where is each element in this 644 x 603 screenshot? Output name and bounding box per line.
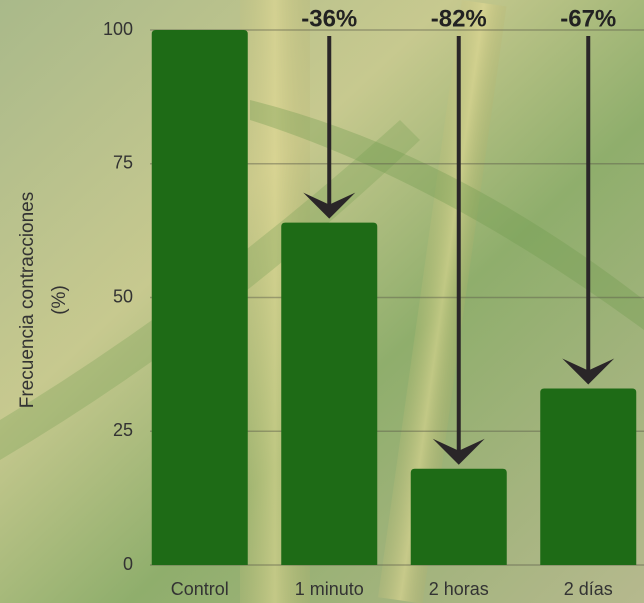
- annotation: -36%: [301, 5, 357, 32]
- y-tick-label: 50: [113, 286, 133, 306]
- bar: [540, 388, 637, 565]
- x-tick-label: 2 días: [564, 579, 613, 599]
- background-leaf: [250, 100, 644, 330]
- x-tick-label: 2 horas: [429, 579, 489, 599]
- bar: [410, 468, 507, 565]
- y-tick-label: 25: [113, 420, 133, 440]
- bar: [151, 30, 248, 565]
- y-tick-label: 100: [103, 19, 133, 39]
- annotation: -67%: [560, 5, 616, 32]
- annotation: -82%: [431, 5, 487, 32]
- background-stalk: [378, 0, 507, 603]
- arrow-head: [303, 192, 356, 219]
- y-axis-label: Frecuencia contracciones: [17, 192, 38, 409]
- y-tick-label: 0: [123, 554, 133, 574]
- x-tick-label: Control: [171, 579, 229, 599]
- x-tick-label: 1 minuto: [295, 579, 364, 599]
- bar: [281, 222, 378, 565]
- y-tick-label: 75: [113, 153, 133, 173]
- arrow-head: [432, 438, 485, 465]
- arrow-head: [562, 358, 615, 385]
- plot-area: 0 25 50 75 100 Frecuencia contracciones (%) Con…: [17, 5, 644, 599]
- y-axis-label: (%): [49, 285, 70, 315]
